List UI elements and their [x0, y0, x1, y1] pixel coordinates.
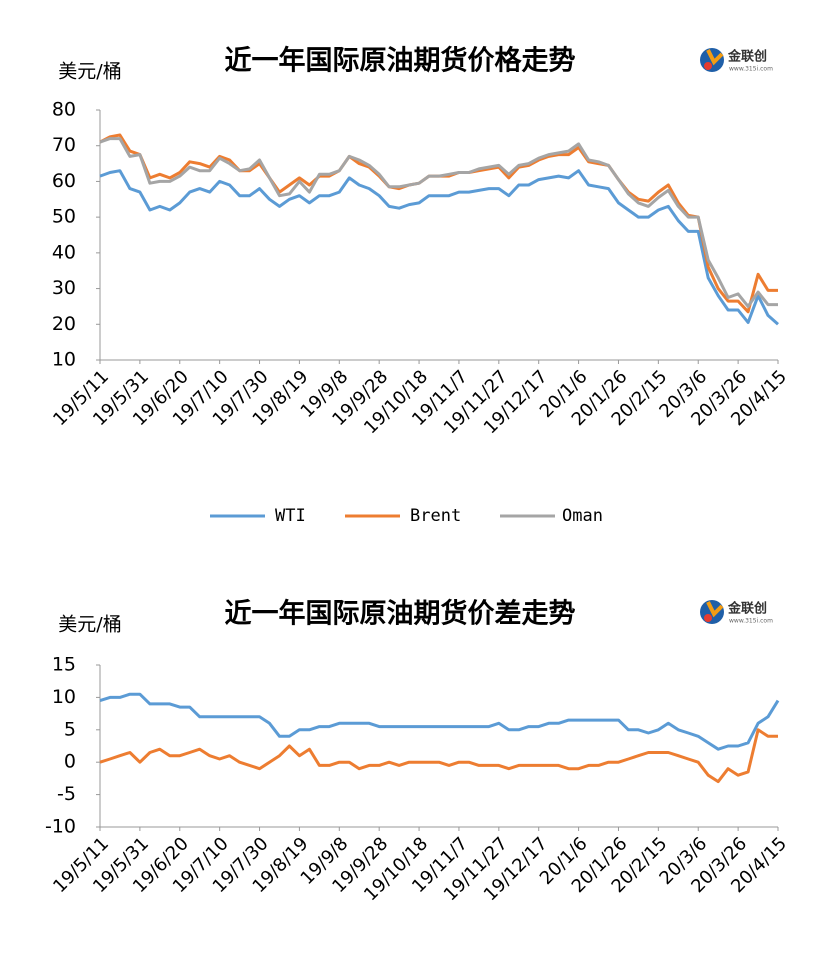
series-line [99, 137, 778, 308]
series-line [99, 169, 779, 326]
legend-label: Oman [562, 506, 603, 526]
legend-label: WTI [275, 506, 306, 526]
chart-title: 近一年国际原油期货价差走势 [225, 598, 576, 630]
y-tick-label: 70 [52, 134, 76, 156]
logo-url: www.315i.com [729, 66, 773, 73]
y-tick-label: 60 [52, 170, 76, 192]
logo-icon [706, 601, 724, 618]
series-line [99, 692, 780, 751]
y-axis-label: 美元/桶 [58, 614, 121, 636]
y-tick-label: 80 [52, 99, 76, 121]
logo-icon [704, 614, 712, 622]
legend-label: Brent [410, 506, 461, 526]
y-tick-label: 10 [52, 686, 76, 708]
logo-name: 金联创 [727, 49, 767, 65]
series-line [99, 133, 778, 314]
y-tick-label: 15 [52, 654, 76, 676]
y-tick-label: 40 [52, 241, 76, 263]
y-tick-label: -10 [45, 816, 76, 838]
y-axis-label: 美元/桶 [58, 61, 121, 83]
y-tick-label: 30 [52, 277, 76, 299]
chart-title: 近一年国际原油期货价格走势 [225, 45, 576, 77]
series-line [99, 728, 778, 784]
logo-icon [706, 49, 724, 66]
y-tick-label: 5 [64, 718, 76, 740]
y-tick-label: 20 [52, 313, 76, 335]
y-tick-label: 10 [52, 349, 76, 371]
logo-url: www.315i.com [729, 618, 773, 625]
y-tick-label: 50 [52, 206, 76, 228]
logo-name: 金联创 [727, 601, 767, 617]
logo-icon [704, 62, 712, 70]
y-tick-label: -5 [57, 783, 76, 805]
y-tick-label: 0 [64, 751, 76, 773]
